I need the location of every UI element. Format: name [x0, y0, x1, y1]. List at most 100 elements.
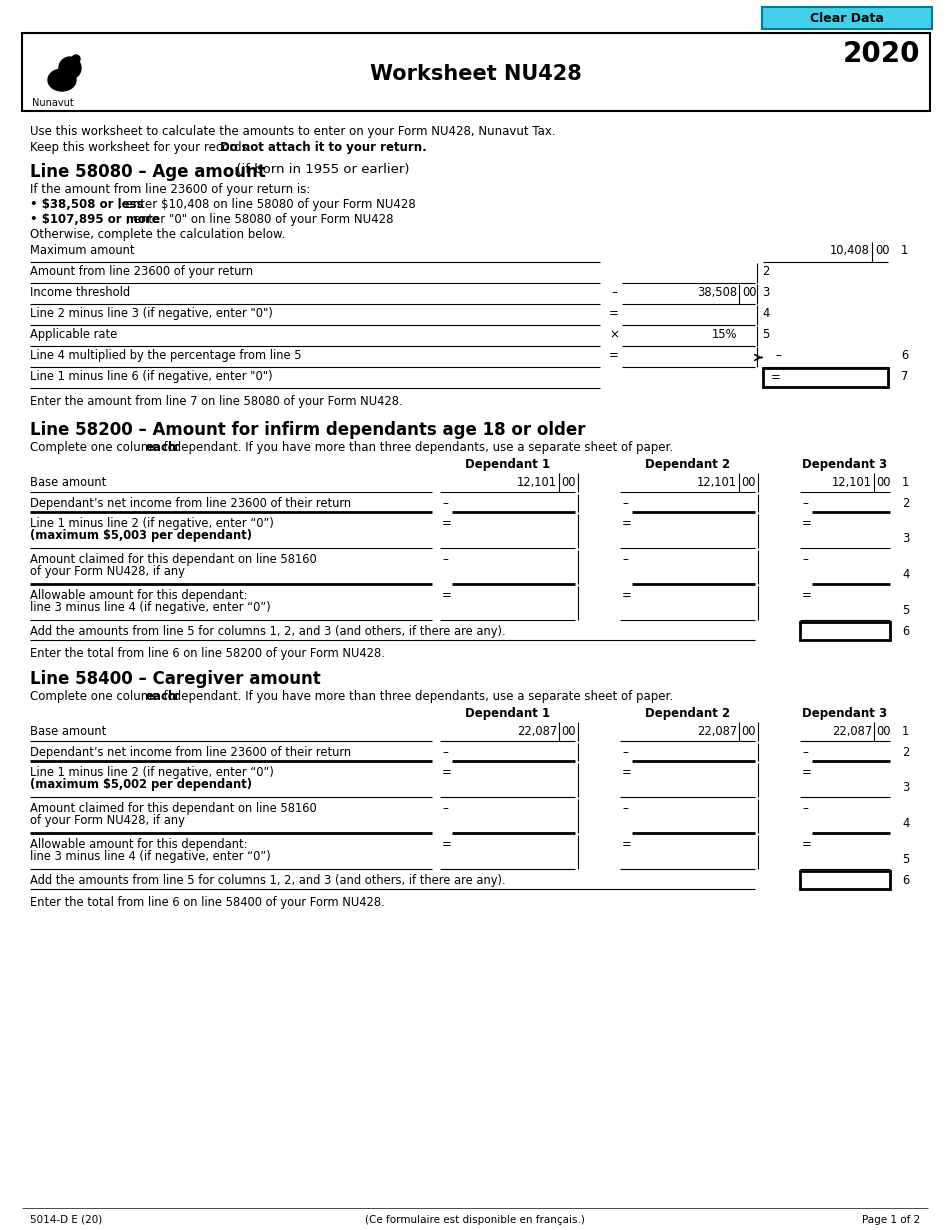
Text: each: each: [145, 690, 177, 704]
Text: 4: 4: [902, 817, 909, 830]
Text: 3: 3: [902, 781, 909, 795]
Text: 5: 5: [762, 328, 770, 341]
Text: –: –: [802, 747, 808, 759]
Text: Page 1 of 2: Page 1 of 2: [862, 1215, 920, 1225]
Text: 3: 3: [762, 287, 770, 299]
Text: 00: 00: [875, 244, 889, 257]
Text: Dependant’s net income from line 23600 of their return: Dependant’s net income from line 23600 o…: [30, 497, 351, 510]
Text: –: –: [802, 497, 808, 510]
Text: =: =: [609, 349, 619, 362]
Text: (maximum $5,002 per dependant): (maximum $5,002 per dependant): [30, 779, 252, 791]
Text: 2: 2: [902, 497, 909, 510]
Text: Line 2 minus line 3 (if negative, enter "0"): Line 2 minus line 3 (if negative, enter …: [30, 308, 273, 320]
Text: 6: 6: [902, 875, 909, 887]
Text: Add the amounts from line 5 for columns 1, 2, and 3 (and others, if there are an: Add the amounts from line 5 for columns …: [30, 625, 505, 638]
Text: line 3 minus line 4 (if negative, enter “0”): line 3 minus line 4 (if negative, enter …: [30, 850, 271, 863]
Text: Dependant 1: Dependant 1: [465, 458, 550, 471]
Bar: [800, 871, 890, 889]
Text: 2: 2: [762, 264, 770, 278]
Text: =: =: [771, 371, 781, 384]
Text: 15%: 15%: [712, 328, 737, 341]
Text: –: –: [442, 554, 447, 566]
Circle shape: [59, 57, 81, 79]
Text: Do not attach it to your return.: Do not attach it to your return.: [220, 141, 427, 154]
Text: Add the amounts from line 5 for columns 1, 2, and 3 (and others, if there are an: Add the amounts from line 5 for columns …: [30, 875, 505, 887]
Text: 22,087: 22,087: [832, 724, 872, 738]
Text: 00: 00: [561, 476, 576, 490]
Text: –: –: [442, 747, 447, 759]
Text: –: –: [442, 497, 447, 510]
Text: =: =: [609, 308, 619, 320]
Text: Line 1 minus line 2 (if negative, enter “0”): Line 1 minus line 2 (if negative, enter …: [30, 766, 274, 779]
Text: Enter the total from line 6 on line 58200 of your Form NU428.: Enter the total from line 6 on line 5820…: [30, 647, 385, 661]
Text: 22,087: 22,087: [696, 724, 737, 738]
Text: , enter "0" on line 58080 of your Form NU428: , enter "0" on line 58080 of your Form N…: [126, 213, 393, 226]
Text: 00: 00: [876, 724, 890, 738]
Text: each: each: [145, 442, 177, 454]
Text: 00: 00: [741, 724, 755, 738]
Text: Line 58080 – Age amount: Line 58080 – Age amount: [30, 164, 266, 181]
Text: (Ce formulaire est disponible en français.): (Ce formulaire est disponible en françai…: [365, 1215, 585, 1225]
Text: Dependant 2: Dependant 2: [645, 458, 730, 471]
Text: –: –: [622, 747, 628, 759]
Text: Base amount: Base amount: [30, 724, 106, 738]
Text: Amount claimed for this dependant on line 58160: Amount claimed for this dependant on lin…: [30, 802, 316, 815]
Text: If the amount from line 23600 of your return is:: If the amount from line 23600 of your re…: [30, 183, 311, 196]
Bar: [800, 622, 890, 640]
Text: =: =: [442, 838, 452, 851]
Text: 00: 00: [741, 476, 755, 490]
Text: Dependant 1: Dependant 1: [465, 707, 550, 720]
Text: dependant. If you have more than three dependants, use a separate sheet of paper: dependant. If you have more than three d…: [170, 442, 674, 454]
Text: =: =: [442, 517, 452, 530]
Text: 6: 6: [901, 349, 908, 362]
Text: –: –: [802, 554, 808, 566]
Text: =: =: [802, 766, 812, 779]
Ellipse shape: [48, 69, 76, 91]
Text: of your Form NU428, if any: of your Form NU428, if any: [30, 565, 185, 578]
Text: 5014-D E (20): 5014-D E (20): [30, 1215, 103, 1225]
Text: Dependant’s net income from line 23600 of their return: Dependant’s net income from line 23600 o…: [30, 747, 351, 759]
Text: 5: 5: [902, 604, 909, 617]
Text: 10,408: 10,408: [830, 244, 870, 257]
Text: Applicable rate: Applicable rate: [30, 328, 117, 341]
Text: =: =: [802, 517, 812, 530]
Text: =: =: [622, 517, 632, 530]
Text: =: =: [802, 589, 812, 601]
Text: 22,087: 22,087: [517, 724, 557, 738]
Text: –: –: [802, 802, 808, 815]
Text: 7: 7: [901, 370, 908, 383]
Text: Allowable amount for this dependant:: Allowable amount for this dependant:: [30, 589, 248, 601]
Text: dependant. If you have more than three dependants, use a separate sheet of paper: dependant. If you have more than three d…: [170, 690, 674, 704]
Text: =: =: [802, 838, 812, 851]
Text: line 3 minus line 4 (if negative, enter “0”): line 3 minus line 4 (if negative, enter …: [30, 601, 271, 614]
Text: Maximum amount: Maximum amount: [30, 244, 135, 257]
Text: Line 1 minus line 2 (if negative, enter “0”): Line 1 minus line 2 (if negative, enter …: [30, 517, 274, 530]
Text: Line 58200 – Amount for infirm dependants age 18 or older: Line 58200 – Amount for infirm dependant…: [30, 421, 585, 439]
Text: –: –: [622, 497, 628, 510]
Text: Enter the amount from line 7 on line 58080 of your Form NU428.: Enter the amount from line 7 on line 580…: [30, 395, 403, 408]
Text: –: –: [622, 802, 628, 815]
Text: Allowable amount for this dependant:: Allowable amount for this dependant:: [30, 838, 248, 851]
Text: Enter the total from line 6 on line 58400 of your Form NU428.: Enter the total from line 6 on line 5840…: [30, 895, 385, 909]
Bar: [763, 368, 888, 387]
Text: Dependant 3: Dependant 3: [803, 707, 887, 720]
Text: Complete one column for: Complete one column for: [30, 442, 183, 454]
Text: 4: 4: [902, 568, 909, 581]
Text: Amount claimed for this dependant on line 58160: Amount claimed for this dependant on lin…: [30, 554, 316, 566]
Text: =: =: [622, 766, 632, 779]
Text: Otherwise, complete the calculation below.: Otherwise, complete the calculation belo…: [30, 228, 285, 241]
Text: Complete one column for: Complete one column for: [30, 690, 183, 704]
Text: (if born in 1955 or earlier): (if born in 1955 or earlier): [232, 164, 409, 176]
Text: Dependant 3: Dependant 3: [803, 458, 887, 471]
Text: , enter $10,408 on line 58080 of your Form NU428: , enter $10,408 on line 58080 of your Fo…: [118, 198, 416, 212]
Text: =: =: [442, 766, 452, 779]
Text: 12,101: 12,101: [517, 476, 557, 490]
Text: 38,508: 38,508: [697, 287, 737, 299]
Text: ×: ×: [609, 328, 619, 341]
Text: 6: 6: [902, 625, 909, 638]
Text: (maximum $5,003 per dependant): (maximum $5,003 per dependant): [30, 529, 252, 542]
Circle shape: [72, 55, 80, 63]
Text: 00: 00: [876, 476, 890, 490]
Text: • $107,895 or more: • $107,895 or more: [30, 213, 160, 226]
Text: –: –: [442, 802, 447, 815]
